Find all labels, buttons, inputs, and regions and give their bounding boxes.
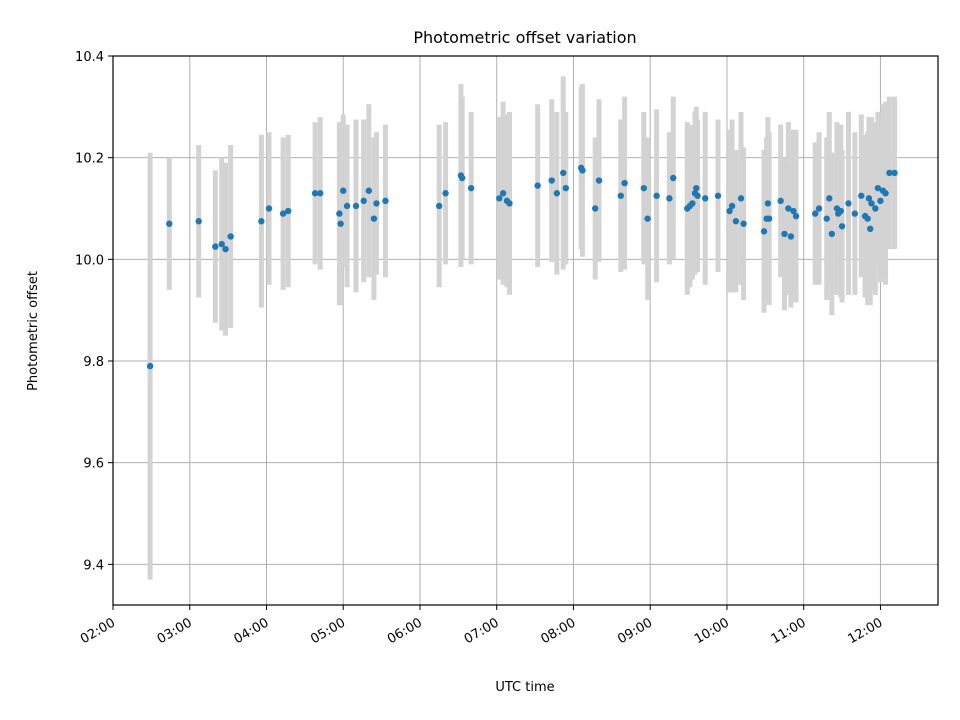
data-point — [867, 225, 874, 233]
data-point — [195, 218, 202, 225]
data-point — [218, 240, 225, 248]
data-point — [560, 169, 567, 177]
y-tick-label: 10.0 — [75, 253, 104, 268]
data-point — [373, 200, 380, 207]
data-point — [265, 205, 273, 212]
data-point — [592, 205, 599, 212]
data-point — [792, 212, 800, 220]
data-point — [579, 167, 586, 174]
data-point — [851, 210, 859, 217]
data-point — [740, 220, 747, 227]
data-point — [340, 187, 347, 194]
y-tick-label: 10.4 — [75, 50, 104, 65]
data-point — [640, 184, 648, 192]
data-point — [146, 362, 154, 370]
data-point — [737, 195, 745, 202]
data-point — [732, 218, 740, 225]
data-point — [621, 179, 628, 187]
data-point — [365, 187, 373, 194]
data-point — [435, 202, 443, 210]
data-point — [891, 169, 898, 177]
data-point — [689, 200, 696, 207]
data-point — [764, 200, 772, 207]
data-point — [352, 202, 360, 210]
data-point — [864, 215, 871, 222]
y-tick-label: 9.4 — [83, 558, 104, 573]
data-point — [279, 210, 287, 217]
data-point — [506, 200, 513, 207]
x-axis-label: UTC time — [495, 680, 554, 695]
data-point — [790, 207, 797, 215]
data-point — [496, 195, 503, 202]
data-point — [360, 197, 367, 205]
data-point — [714, 192, 722, 199]
data-point — [693, 184, 700, 192]
data-point — [826, 195, 833, 202]
data-point — [666, 195, 673, 202]
data-point — [812, 210, 819, 217]
data-point — [828, 230, 836, 238]
data-point — [837, 207, 844, 215]
data-point — [874, 184, 882, 192]
data-point — [227, 233, 234, 240]
data-point — [458, 174, 466, 182]
data-point — [562, 184, 569, 192]
data-point — [787, 233, 795, 240]
data-point — [728, 202, 736, 210]
data-point — [838, 223, 846, 230]
data-point — [823, 215, 830, 222]
data-point — [785, 205, 792, 212]
data-point — [781, 230, 788, 238]
data-point — [694, 192, 701, 199]
data-point — [548, 177, 555, 184]
data-point — [317, 190, 324, 197]
data-point — [726, 207, 733, 215]
data-point — [382, 197, 389, 205]
data-points — [146, 164, 898, 370]
data-point — [499, 190, 507, 197]
data-point — [765, 215, 773, 222]
data-point — [553, 190, 561, 197]
data-point — [702, 195, 709, 202]
y-tick-label: 9.8 — [83, 355, 104, 370]
data-point — [815, 205, 823, 212]
data-point — [872, 205, 879, 212]
data-point — [222, 245, 229, 253]
chart-title: Photometric offset variation — [413, 28, 636, 47]
data-point — [653, 192, 660, 199]
data-point — [258, 218, 265, 225]
data-point — [777, 197, 784, 205]
data-point — [760, 228, 768, 235]
y-tick-label: 10.2 — [75, 152, 104, 167]
data-point — [617, 192, 624, 199]
data-point — [343, 202, 351, 210]
data-point — [534, 182, 541, 189]
data-point — [882, 190, 889, 197]
data-point — [212, 243, 219, 250]
data-point — [370, 215, 378, 222]
data-point — [868, 200, 875, 207]
data-point — [877, 197, 884, 205]
plot-frame — [112, 55, 939, 606]
data-point — [336, 210, 343, 217]
data-point — [845, 200, 852, 207]
data-point — [670, 174, 677, 182]
data-point — [285, 207, 292, 215]
data-point — [595, 177, 603, 184]
y-axis-label: Photometric offset — [26, 271, 41, 391]
data-point — [886, 169, 893, 177]
data-point — [337, 220, 344, 227]
data-point — [858, 192, 865, 199]
data-point — [166, 220, 173, 227]
data-point — [311, 190, 319, 197]
data-point — [467, 184, 475, 192]
data-point — [442, 190, 449, 197]
y-tick-label: 9.6 — [83, 457, 104, 472]
data-point — [644, 215, 651, 222]
data-point — [865, 195, 873, 202]
